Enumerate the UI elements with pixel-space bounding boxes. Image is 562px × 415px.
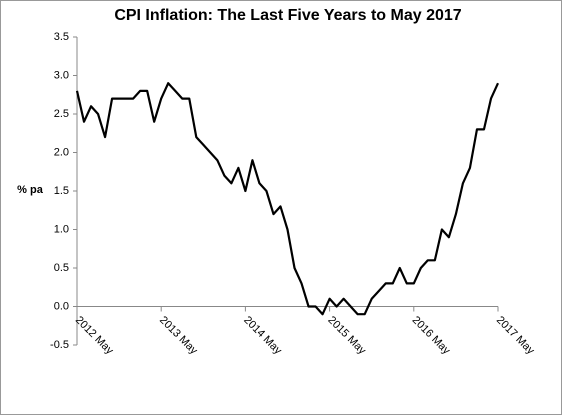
chart-title: CPI Inflation: The Last Five Years to Ma… [114, 7, 461, 24]
y-tick-label: 1.5 [54, 185, 69, 197]
y-axis-label: % pa [17, 184, 44, 196]
y-tick-label: 3.0 [54, 69, 69, 81]
y-tick-label: 1.0 [54, 223, 69, 235]
series-line [75, 82, 500, 316]
y-tick-label: 2.0 [54, 146, 69, 158]
y-tick-label: 3.5 [54, 31, 69, 43]
y-tick-label: 0.0 [54, 300, 69, 312]
y-tick-label: 0.5 [54, 262, 69, 274]
y-tick-label: 2.5 [54, 108, 69, 120]
y-tick-label: -0.5 [50, 339, 69, 351]
